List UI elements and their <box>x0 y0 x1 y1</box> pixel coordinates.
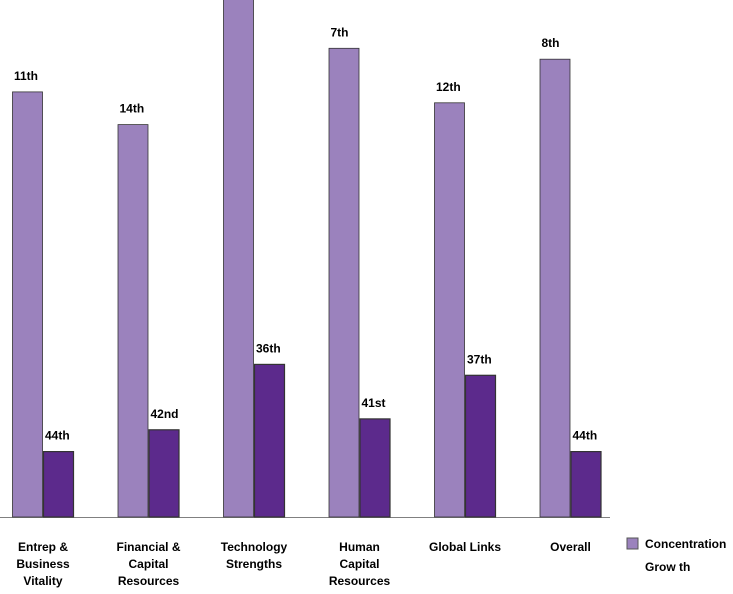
bar-concentration-2 <box>223 0 254 518</box>
bar-concentration-4 <box>434 102 465 518</box>
data-label-concentration-3: 7th <box>331 25 349 39</box>
bar-concentration-3 <box>328 47 360 518</box>
bar-grow-th-0 <box>42 451 75 518</box>
legend: Concentration Grow th <box>626 537 726 574</box>
data-label-concentration-0: 11th <box>14 69 38 83</box>
bar-grow-th-3 <box>359 418 391 518</box>
bar-concentration-1 <box>117 124 149 518</box>
legend-label-concentration: Concentration <box>645 537 726 551</box>
category-label-2: Technology Strengths <box>221 540 288 571</box>
bar-grow-th-5 <box>570 451 602 518</box>
data-label-concentration-1: 14th <box>120 102 145 116</box>
bar-concentration-0 <box>12 91 43 518</box>
data-label-grow-th-0: 44th <box>45 429 70 443</box>
category-label-5: Overall <box>550 540 591 554</box>
category-label-0: Entrep & Business Vitality <box>16 540 70 588</box>
bar-concentration-5 <box>539 58 571 518</box>
bar-grow-th-1 <box>148 429 180 518</box>
data-label-grow-th-5: 44th <box>573 429 598 443</box>
category-labels-group: Entrep & Business Vitality Financial & Capit… <box>16 540 591 588</box>
bar-grow-th-4 <box>464 374 497 518</box>
bar-labels-group: 11th44th14th42nd2nd36th7th41st12th37th8t… <box>14 25 598 443</box>
data-label-concentration-5: 8th <box>542 36 560 50</box>
data-label-grow-th-3: 41st <box>362 396 386 410</box>
category-label-3: Human Capital Resources <box>329 540 391 588</box>
bar-grow-th-2 <box>253 363 286 518</box>
data-label-grow-th-1: 42nd <box>151 407 179 421</box>
category-label-4: Global Links <box>429 540 501 554</box>
legend-label-growth: Grow th <box>645 560 690 574</box>
data-label-concentration-4: 12th <box>436 80 461 94</box>
category-label-1: Financial & Capital Resources <box>116 540 180 588</box>
bars-group <box>12 0 602 518</box>
data-label-grow-th-2: 36th <box>256 341 281 355</box>
legend-swatch-concentration <box>626 537 639 550</box>
data-label-grow-th-4: 37th <box>467 352 492 366</box>
